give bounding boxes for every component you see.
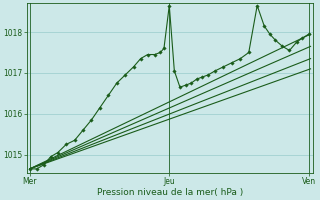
X-axis label: Pression niveau de la mer( hPa ): Pression niveau de la mer( hPa ) bbox=[97, 188, 243, 197]
